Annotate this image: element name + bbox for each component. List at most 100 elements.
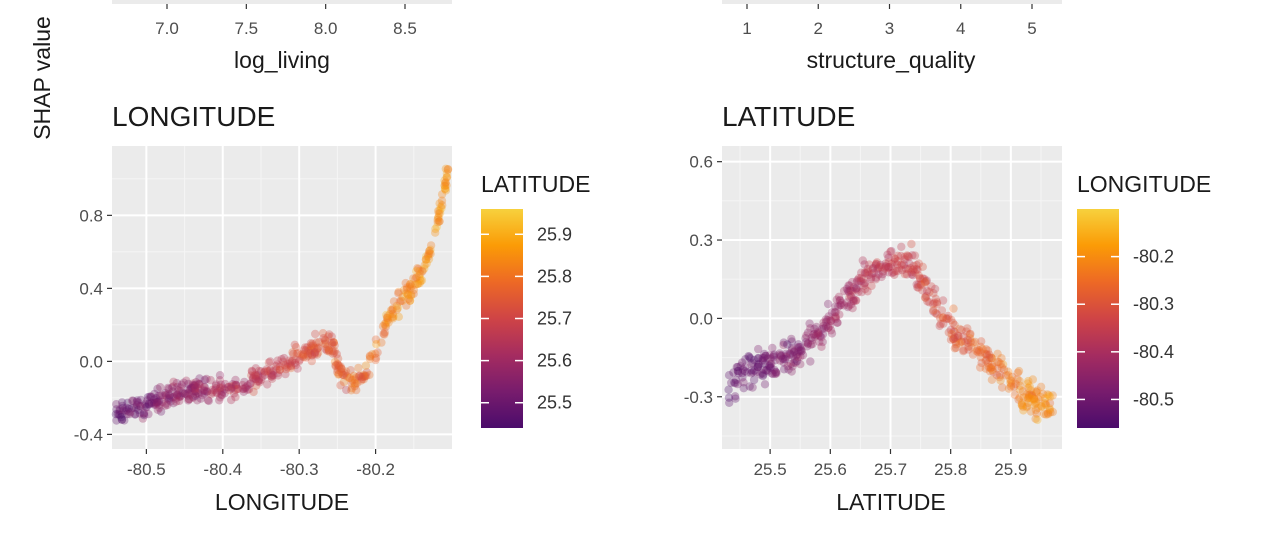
data-point bbox=[1044, 391, 1053, 400]
data-point bbox=[117, 415, 127, 424]
data-point bbox=[874, 263, 883, 273]
data-point bbox=[423, 252, 433, 261]
data-point bbox=[887, 246, 896, 256]
data-point bbox=[190, 384, 199, 393]
data-point bbox=[883, 263, 893, 273]
data-point bbox=[320, 339, 329, 348]
data-point bbox=[193, 384, 202, 393]
data-point bbox=[355, 371, 364, 380]
data-point bbox=[944, 314, 953, 323]
data-point bbox=[758, 356, 768, 366]
data-point bbox=[758, 371, 768, 381]
y-tick-label: 0.4 bbox=[79, 279, 103, 298]
data-point bbox=[175, 396, 184, 406]
data-point bbox=[325, 330, 334, 339]
data-point bbox=[144, 400, 154, 409]
data-point bbox=[441, 164, 450, 173]
top-right-x-ticks: 1 2 3 4 5 bbox=[742, 4, 1037, 38]
longitude-colorbar bbox=[1077, 209, 1119, 428]
data-point bbox=[996, 370, 1005, 380]
data-point bbox=[969, 338, 978, 347]
data-point bbox=[199, 386, 208, 395]
longitude-y-ticks: -0.4 0.0 0.4 0.8 bbox=[74, 206, 112, 444]
data-point bbox=[216, 393, 225, 402]
data-point bbox=[760, 359, 770, 369]
data-point bbox=[191, 391, 200, 400]
data-point bbox=[290, 358, 300, 368]
data-point bbox=[350, 378, 359, 388]
data-point bbox=[759, 370, 768, 379]
data-point bbox=[125, 410, 134, 419]
data-point bbox=[915, 273, 925, 283]
data-point bbox=[267, 370, 277, 380]
longitude-colorbar-ticks: -80.2 -80.3 -80.4 -80.5 bbox=[1077, 247, 1174, 409]
data-point bbox=[854, 274, 864, 283]
data-point bbox=[368, 350, 377, 359]
data-point bbox=[150, 389, 159, 399]
data-point bbox=[862, 268, 871, 277]
data-point bbox=[421, 255, 431, 264]
data-point bbox=[884, 263, 893, 272]
data-point bbox=[886, 262, 896, 271]
data-point bbox=[141, 403, 150, 412]
data-point bbox=[1039, 409, 1049, 419]
data-point bbox=[997, 354, 1006, 363]
data-point bbox=[831, 302, 840, 311]
data-point bbox=[437, 196, 447, 205]
data-point bbox=[1018, 387, 1028, 396]
data-point bbox=[329, 348, 339, 358]
data-point bbox=[949, 326, 958, 336]
data-point bbox=[115, 406, 124, 416]
data-point bbox=[128, 396, 138, 405]
data-point bbox=[440, 181, 449, 190]
data-point bbox=[1048, 407, 1058, 417]
top-right-panel-background bbox=[722, 0, 1062, 4]
data-point bbox=[787, 367, 796, 376]
data-point bbox=[831, 314, 840, 324]
data-point bbox=[900, 269, 909, 279]
data-point bbox=[823, 323, 833, 332]
data-point bbox=[230, 381, 239, 390]
data-point bbox=[843, 286, 853, 295]
data-point bbox=[134, 398, 143, 407]
data-point bbox=[286, 363, 296, 373]
data-point bbox=[313, 343, 322, 353]
data-point bbox=[987, 354, 996, 363]
data-point bbox=[388, 304, 397, 314]
data-point bbox=[816, 331, 825, 341]
data-point bbox=[414, 271, 424, 281]
data-point bbox=[335, 363, 344, 372]
data-point bbox=[157, 391, 167, 400]
data-point bbox=[770, 369, 780, 379]
data-point bbox=[359, 372, 368, 381]
latitude-colorbar-title: LATITUDE bbox=[481, 171, 590, 197]
data-point bbox=[1036, 392, 1045, 402]
data-point bbox=[191, 387, 200, 396]
data-point bbox=[771, 367, 780, 377]
data-point bbox=[922, 286, 932, 295]
data-point bbox=[824, 312, 833, 321]
data-point bbox=[767, 369, 776, 378]
data-point bbox=[852, 285, 862, 294]
data-point bbox=[825, 315, 834, 324]
data-point bbox=[750, 366, 759, 375]
data-point bbox=[139, 409, 149, 418]
data-point bbox=[770, 350, 779, 359]
data-point bbox=[807, 333, 816, 342]
data-point bbox=[221, 379, 230, 389]
data-point bbox=[869, 268, 878, 278]
data-point bbox=[871, 275, 880, 284]
data-point bbox=[402, 301, 411, 310]
data-point bbox=[112, 400, 121, 409]
data-point bbox=[294, 357, 304, 366]
data-point bbox=[138, 414, 148, 423]
data-point bbox=[1024, 383, 1033, 393]
data-point bbox=[238, 384, 248, 394]
data-point bbox=[822, 317, 831, 327]
data-point bbox=[136, 402, 145, 411]
data-point bbox=[817, 342, 826, 351]
data-point bbox=[188, 392, 198, 401]
x-tick-label: -80.4 bbox=[203, 460, 242, 479]
data-point bbox=[763, 354, 772, 363]
